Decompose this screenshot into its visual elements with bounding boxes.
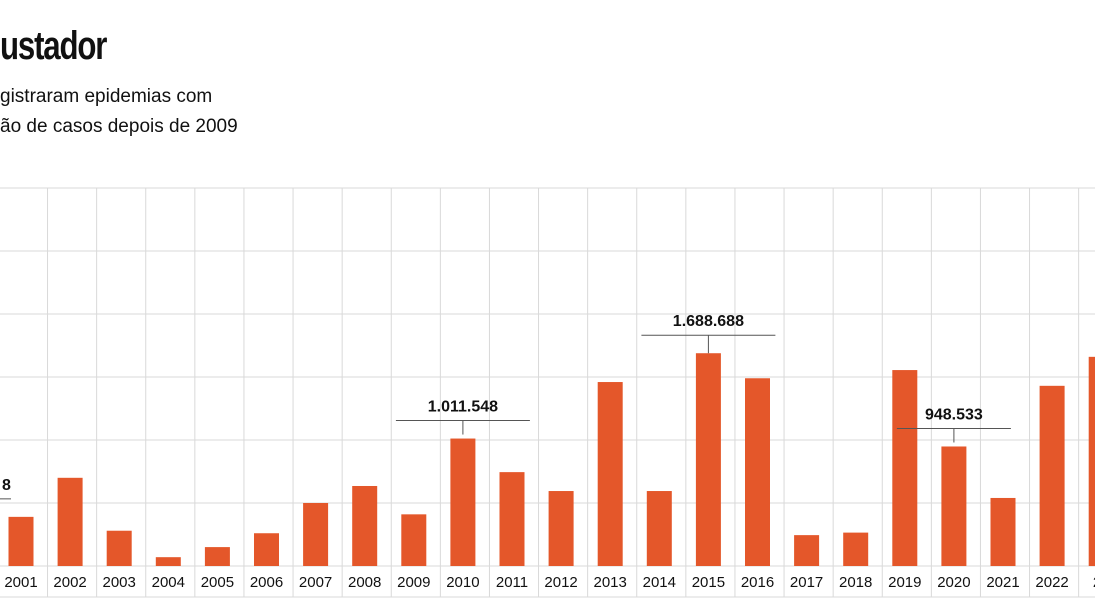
tick-label-2009: 2009 (397, 574, 430, 591)
tick-label-2010: 2010 (446, 574, 479, 591)
bar-2011 (499, 472, 525, 566)
bar-2013 (597, 382, 623, 566)
bar-2002 (57, 477, 83, 566)
bar-2012 (548, 491, 574, 566)
tick-label-2005: 2005 (201, 574, 234, 591)
bar-2019 (892, 370, 918, 566)
bar-2021 (990, 497, 1016, 566)
gridlines (0, 187, 1095, 598)
tick-label-2021: 2021 (986, 574, 1019, 591)
tick-label-2022: 2022 (1035, 574, 1068, 591)
tick-label-2011: 2011 (496, 574, 528, 591)
bar-2020 (941, 446, 967, 566)
bar-2007 (303, 503, 329, 566)
bar-2018 (843, 532, 869, 566)
tick-label-2016: 2016 (741, 574, 774, 591)
bar-2003 (106, 530, 132, 566)
tick-label-2003: 2003 (103, 574, 136, 591)
tick-label-2015: 2015 (692, 574, 725, 591)
tick-label-2012: 2012 (544, 574, 577, 591)
bar-2008 (352, 485, 378, 566)
tick-label-2007: 2007 (299, 574, 332, 591)
bar-2016 (745, 378, 770, 566)
bar-2010 (450, 438, 476, 566)
tick-label-2008: 2008 (348, 574, 381, 591)
chart-headline: ustador (0, 24, 107, 68)
data-label-2010: 1.011.548 (428, 399, 498, 416)
bar-2006 (254, 533, 279, 566)
tick-label-2017: 2017 (790, 574, 823, 591)
bar-2004 (155, 557, 181, 566)
bar-2023 (1088, 356, 1095, 566)
tick-label-2018: 2018 (839, 574, 872, 591)
data-label-2015: 1.688.688 (673, 313, 744, 330)
bar-2017 (794, 535, 820, 566)
tick-label-2019: 2019 (888, 574, 921, 591)
bar-2015 (695, 353, 721, 566)
x-axis-ticks: 2001 2002 2003 2004 2005 2006 2007 2008 2009 2010… (4, 574, 1095, 591)
bar-2005 (204, 547, 230, 566)
tick-label-2014: 2014 (643, 574, 676, 591)
subtitle-line-2: ão de casos depois de 2009 (0, 116, 238, 137)
data-label-2020: 948.533 (925, 406, 983, 423)
bar-2009 (401, 514, 427, 566)
data-label-2001: 8 (2, 477, 11, 494)
tick-label-2020: 2020 (937, 574, 970, 591)
tick-label-2002: 2002 (53, 574, 86, 591)
bar-2014 (646, 491, 672, 566)
bars (8, 353, 1095, 566)
tick-label-2004: 2004 (152, 574, 185, 591)
chart-subtitle: gistraram epidemias com ão de casos depo… (0, 82, 238, 142)
subtitle-line-1: gistraram epidemias com (0, 86, 213, 107)
bar-2001 (8, 516, 34, 566)
tick-label-2013: 2013 (594, 574, 627, 591)
annotations: 8 1.011.548 1.688.688 948.533 (0, 313, 1011, 500)
bar-2022 (1039, 385, 1065, 566)
tick-label-2006: 2006 (250, 574, 283, 591)
tick-label-2001: 2001 (4, 574, 37, 591)
tick-label-2023: 20 (1093, 574, 1095, 591)
